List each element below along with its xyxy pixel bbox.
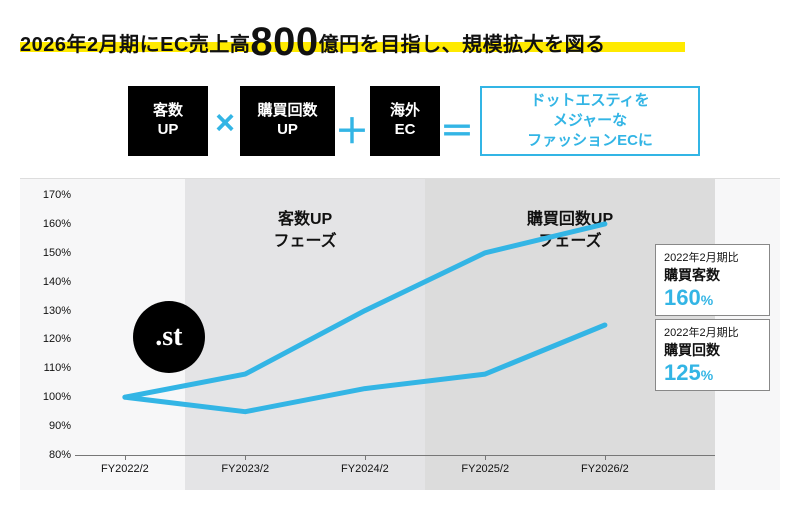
- callout0-value: 160: [664, 285, 701, 310]
- formula-box1-line2: UP: [129, 121, 207, 140]
- formula-box3-line2: EC: [371, 121, 439, 140]
- callout1-metric-bold: 回数: [692, 342, 720, 358]
- chart-container: 客数UP フェーズ 購買回数UP フェーズ 80%90%100%110%120%…: [20, 178, 780, 490]
- callout1-suffix: %: [701, 367, 713, 383]
- y-tick-label: 120%: [31, 333, 71, 345]
- headline: 2026年2月期にEC売上高800億円を目指し、規模拡大を図る: [20, 20, 780, 65]
- y-tick-label: 130%: [31, 305, 71, 317]
- formula-result-line1: ドットエスティを: [482, 91, 698, 111]
- y-tick-label: 140%: [31, 276, 71, 288]
- y-tick-label: 80%: [31, 449, 71, 461]
- formula-box2-line1: 購買回数: [241, 102, 334, 121]
- formula-box-customers: 客数 UP: [128, 86, 208, 156]
- x-axis: [75, 455, 715, 456]
- callout0-metric: 購買客数: [664, 265, 761, 285]
- callout0-ref: 2022年2月期比: [664, 249, 761, 265]
- dot-st-logo: .st: [133, 301, 205, 373]
- callout-purchases: 2022年2月期比 購買回数 125%: [655, 319, 770, 391]
- callout1-ref: 2022年2月期比: [664, 324, 761, 340]
- headline-big: 800: [250, 20, 318, 64]
- x-tick-label: FY2023/2: [221, 463, 269, 475]
- callout1-value: 125: [664, 360, 701, 385]
- x-tick-label: FY2022/2: [101, 463, 149, 475]
- formula-box-overseas: 海外 EC: [370, 86, 440, 156]
- x-tick-mark: [245, 455, 246, 460]
- headline-unit: 億円: [319, 34, 360, 56]
- formula-result-line3: ファッションECに: [482, 131, 698, 151]
- callout-customers: 2022年2月期比 購買客数 160%: [655, 244, 770, 316]
- x-tick-mark: [365, 455, 366, 460]
- x-tick-label: FY2026/2: [581, 463, 629, 475]
- operator-multiply: ×: [208, 104, 242, 143]
- formula-box-purchases: 購買回数 UP: [240, 86, 335, 156]
- callout1-metric: 購買回数: [664, 340, 761, 360]
- formula-box3-line1: 海外: [371, 102, 439, 121]
- callout0-metric-prefix: 購買: [664, 267, 692, 283]
- formula-result-box: ドットエスティを メジャーな ファッションECに: [480, 86, 700, 156]
- y-tick-label: 90%: [31, 420, 71, 432]
- headline-part1: 2026年2月期にEC売上高: [20, 34, 250, 56]
- y-tick-label: 150%: [31, 247, 71, 259]
- y-tick-label: 110%: [31, 362, 71, 374]
- formula-box2-line2: UP: [241, 121, 334, 140]
- formula-row: 客数 UP × 購買回数 UP ＋ 海外 EC ＝ ドットエスティを メジャーな…: [0, 82, 800, 162]
- callout1-metric-prefix: 購買: [664, 342, 692, 358]
- formula-box1-line1: 客数: [129, 102, 207, 121]
- logo-text: .st: [155, 321, 182, 353]
- formula-result-line2: メジャーな: [482, 111, 698, 131]
- x-tick-label: FY2024/2: [341, 463, 389, 475]
- y-tick-label: 100%: [31, 391, 71, 403]
- callout0-metric-bold: 客数: [692, 267, 720, 283]
- x-tick-mark: [605, 455, 606, 460]
- operator-plus: ＋: [335, 104, 369, 153]
- x-tick-mark: [125, 455, 126, 460]
- y-tick-label: 160%: [31, 218, 71, 230]
- x-tick-mark: [485, 455, 486, 460]
- callout0-value-row: 160%: [664, 285, 761, 311]
- callout0-suffix: %: [701, 292, 713, 308]
- headline-text: 2026年2月期にEC売上高800億円を目指し、規模拡大を図る: [20, 20, 780, 65]
- headline-part2: を目指し、規模拡大を図る: [360, 34, 606, 56]
- callout1-value-row: 125%: [664, 360, 761, 386]
- y-tick-label: 170%: [31, 189, 71, 201]
- series-line-0: [125, 224, 605, 397]
- operator-equals: ＝: [440, 104, 474, 153]
- x-tick-label: FY2025/2: [461, 463, 509, 475]
